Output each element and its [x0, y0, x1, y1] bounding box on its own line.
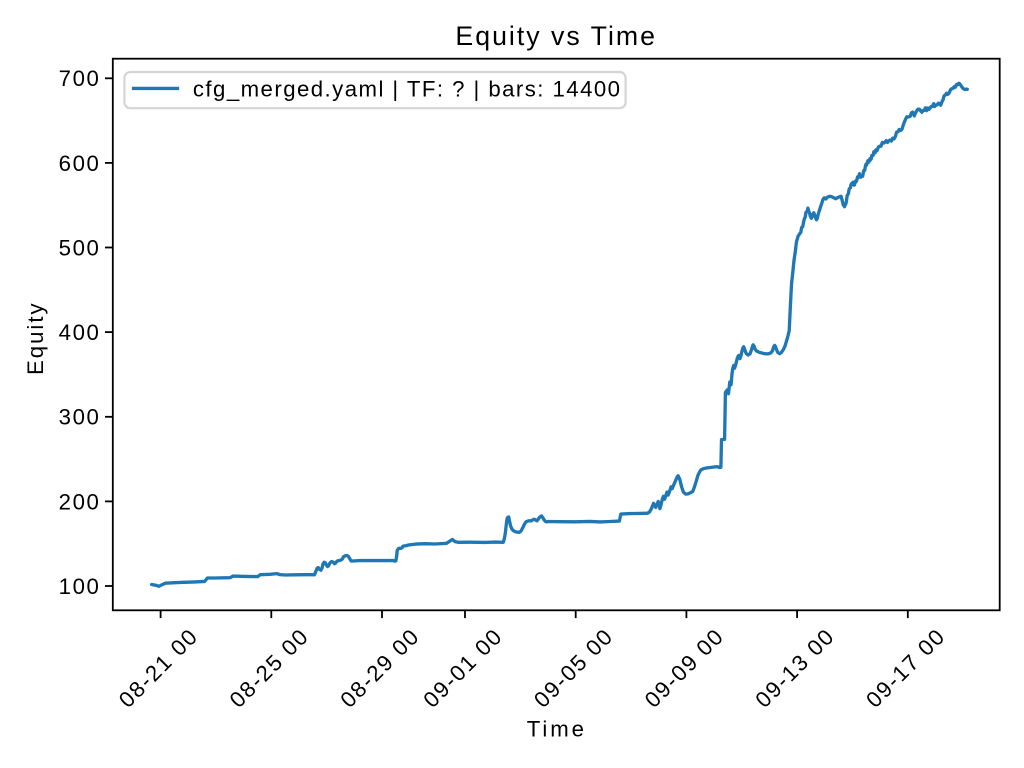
svg-text:Equity: Equity	[23, 301, 48, 375]
svg-text:500: 500	[59, 235, 101, 260]
svg-text:300: 300	[59, 405, 101, 430]
svg-text:600: 600	[59, 151, 101, 176]
svg-text:700: 700	[59, 66, 101, 91]
svg-text:Equity vs Time: Equity vs Time	[455, 21, 657, 51]
svg-text:cfg_merged.yaml | TF: ? | bars: cfg_merged.yaml | TF: ? | bars: 14400	[193, 77, 622, 102]
svg-text:Time: Time	[527, 717, 587, 742]
svg-text:200: 200	[59, 489, 101, 514]
svg-text:400: 400	[59, 320, 101, 345]
svg-text:100: 100	[59, 574, 101, 599]
